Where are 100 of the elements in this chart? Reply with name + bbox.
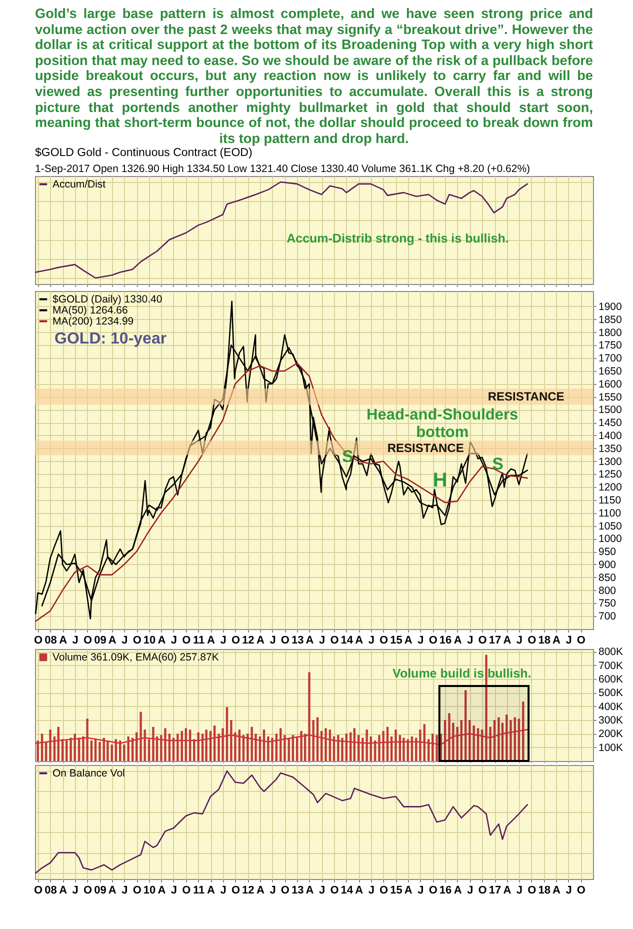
x-tick-label: A xyxy=(158,634,166,647)
x-tick-label: J xyxy=(122,634,128,647)
x-tick-label: A xyxy=(552,634,561,647)
annotation: Head-and-Shoulders bottom xyxy=(366,406,518,442)
x-tick-label: A xyxy=(256,634,264,647)
x-tick-label: O xyxy=(182,634,192,647)
x-tick-label: O xyxy=(380,634,389,647)
legend-label: $GOLD (Daily) 1330.40 xyxy=(52,294,162,306)
y-tick-label: 800K xyxy=(598,646,624,659)
x-tick-label: O xyxy=(280,884,290,897)
x-tick-label: J xyxy=(418,884,424,897)
x-tick-label: O xyxy=(231,884,240,897)
x-tick-label: J xyxy=(220,634,226,647)
annotation: Volume build is bullish. xyxy=(392,666,532,681)
x-tick-label: O xyxy=(34,634,44,647)
x-tick-label: J xyxy=(467,634,474,647)
x-tick-label: O xyxy=(182,884,192,897)
x-tick-label: O xyxy=(478,634,488,647)
x-tick-label: 12 xyxy=(242,884,254,897)
x-tick-label: 16 xyxy=(439,884,452,897)
legend-label: On Balance Vol xyxy=(52,768,125,780)
x-tick-label: A xyxy=(108,634,116,647)
x-tick-label: 08 xyxy=(44,884,57,897)
x-tick-label: 14 xyxy=(340,634,354,647)
x-tick-label: O xyxy=(84,634,93,647)
x-tick-label: J xyxy=(566,634,572,647)
y-tick-label: 950 xyxy=(598,546,616,558)
x-tick-label: A xyxy=(503,884,512,897)
y-tick-label: 1850 xyxy=(598,314,622,326)
legend-label: MA(200) 1234.99 xyxy=(52,316,134,328)
x-tick-label: J xyxy=(516,634,523,647)
legend-label: MA(50) 1264.66 xyxy=(52,304,128,317)
y-tick-label: 1550 xyxy=(598,392,622,404)
y-tick-label: 850 xyxy=(598,572,616,584)
x-tick-label: A xyxy=(207,634,216,647)
y-tick-label: 1150 xyxy=(598,494,622,507)
x-tick-label: 17 xyxy=(488,634,502,647)
x-tick-label: A xyxy=(108,884,116,897)
x-tick-label: 13 xyxy=(291,884,304,897)
annotation: S xyxy=(492,454,504,474)
y-tick-label: 1700 xyxy=(598,352,622,365)
chart-title: Gold’s large base pattern is almost complete, and we have seen strong price and volume action over the past 2 weeks that may signify a “breakout drive”. However the dollar is at critical support at the bottom of its Broadening Top with a very high short position that may need to ease. So we should be aware of the risk of a pullback before upside breakout occurs, but any reaction now is unlikely to carry far and will be viewed as presenting further opportunities to accumulate. Overall this is a strong picture that portends another mighty bullmarket in gold that should start soon, meaning that short-term bounce of not, the dollar should proceed to break down from its top pattern and drop hard. xyxy=(35,6,593,146)
y-tick-label: 1250 xyxy=(598,469,622,482)
x-tick-label: 11 xyxy=(193,634,205,647)
y-tick-label: 1650 xyxy=(598,366,622,378)
x-tick-label: 18 xyxy=(538,634,550,647)
x-tick-label: A xyxy=(503,634,512,647)
y-tick-label: 1750 xyxy=(598,340,622,352)
chart-subtitle: $GOLD Gold - Continuous Contract (EOD) xyxy=(35,147,252,160)
y-tick-label: 900 xyxy=(598,559,616,572)
annotation: Accum-Distrib strong - this is bullish. xyxy=(286,232,509,246)
y-tick-label: 400K xyxy=(598,701,624,714)
x-tick-label: J xyxy=(516,884,523,897)
y-tick-label: 600K xyxy=(598,674,624,686)
x-tick-label: A xyxy=(59,634,68,647)
x-tick-label: O xyxy=(280,634,290,647)
x-tick-label: J xyxy=(418,634,424,647)
x-tick-label: A xyxy=(454,884,462,897)
x-tick-label: 15 xyxy=(390,634,402,647)
y-tick-label: 1000 xyxy=(598,534,622,546)
x-tick-label: A xyxy=(404,634,412,647)
x-tick-label: O xyxy=(84,884,93,897)
y-tick-label: 200K xyxy=(598,728,624,741)
y-tick-label: 1800 xyxy=(598,327,622,340)
x-tick-label: J xyxy=(72,634,78,647)
y-tick-label: 1900 xyxy=(598,301,622,314)
x-tick-label: 09 xyxy=(94,884,106,897)
x-tick-label: 11 xyxy=(193,884,205,897)
x-tick-label: 09 xyxy=(94,634,106,647)
x-tick-label: A xyxy=(552,884,561,897)
x-tick-label: O xyxy=(478,884,488,897)
x-tick-label: O xyxy=(428,634,438,647)
x-tick-label: 14 xyxy=(340,884,354,897)
x-tick-label: J xyxy=(170,884,178,897)
y-tick-label: 1100 xyxy=(598,508,622,520)
x-tick-label: J xyxy=(368,634,374,647)
x-tick-label: O xyxy=(576,634,586,647)
x-tick-label: A xyxy=(59,884,68,897)
x-tick-label: O xyxy=(528,634,537,647)
y-tick-label: 700 xyxy=(598,610,616,623)
legend-label: Volume 361.09K, EMA(60) 257.87K xyxy=(52,652,219,664)
x-tick-label: 15 xyxy=(390,884,402,897)
x-tick-label: J xyxy=(319,634,326,647)
y-tick-label: 500K xyxy=(598,688,624,700)
x-tick-label: O xyxy=(380,884,389,897)
y-tick-label: 100K xyxy=(598,742,624,754)
y-tick-label: 1050 xyxy=(598,520,622,533)
y-tick-label: 1350 xyxy=(598,443,622,456)
x-tick-label: A xyxy=(306,634,314,647)
annotation: GOLD: 10-year xyxy=(54,330,167,348)
band-label: RESISTANCE xyxy=(488,390,564,404)
x-tick-label: J xyxy=(368,884,374,897)
x-tick-label: O xyxy=(330,884,340,897)
legend-label: Accum/Dist xyxy=(52,178,106,191)
y-tick-label: 750 xyxy=(598,598,616,610)
x-tick-label: O xyxy=(132,634,142,647)
x-tick-label: 16 xyxy=(439,634,452,647)
x-tick-label: A xyxy=(355,884,364,897)
text: 1-Sep-2017 Open 1326.90 High 1334.50 Low 1321.40 Close 1330.40 Volume 361.1K Chg +8.20 (+0.62%) xyxy=(35,163,530,176)
x-tick-label: J xyxy=(467,884,474,897)
